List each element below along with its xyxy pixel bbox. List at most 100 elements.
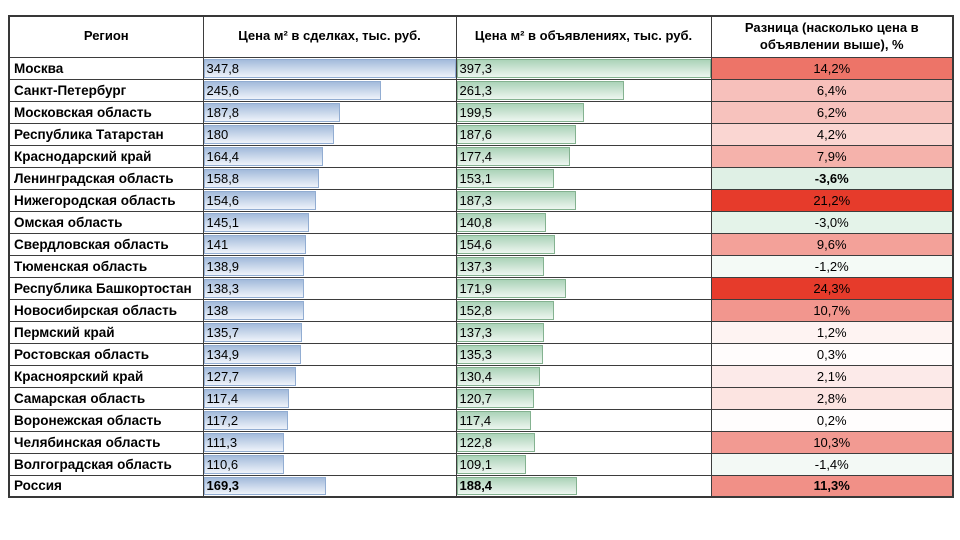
region-name: Свердловская область: [8, 232, 204, 256]
list-price-bar: [457, 256, 545, 276]
difference-value: 21,2%: [710, 188, 954, 212]
list-price-cell: 199,5: [455, 100, 712, 124]
deal-price-cell: 134,9: [202, 342, 457, 366]
list-price-bar: [457, 344, 544, 364]
table-row: Республика Башкортостан 138,3 171,9 24,3%: [8, 276, 954, 300]
table-row: Краснодарский край 164,4 177,4 7,9%: [8, 144, 954, 168]
region-name: Ленинградская область: [8, 166, 204, 190]
difference-value: 7,9%: [710, 144, 954, 168]
deal-price-cell: 138: [202, 298, 457, 322]
table-row: Россия 169,3 188,4 11,3%: [8, 474, 954, 498]
deal-price-bar: [204, 80, 382, 100]
table-row: Пермский край 135,7 137,3 1,2%: [8, 320, 954, 344]
deal-price-cell: 245,6: [202, 78, 457, 102]
list-price-cell: 188,4: [455, 474, 712, 498]
deal-price-value: 138,3: [206, 280, 240, 296]
table-body: Москва 347,8 397,3 14,2% Санкт-Петербург 245,…: [8, 56, 954, 498]
deal-price-cell: 117,4: [202, 386, 457, 410]
deal-price-cell: 154,6: [202, 188, 457, 212]
deal-price-cell: 138,3: [202, 276, 457, 300]
difference-value: 2,1%: [710, 364, 954, 388]
table-row: Московская область 187,8 199,5 6,2%: [8, 100, 954, 124]
list-price-cell: 187,3: [455, 188, 712, 212]
list-price-cell: 120,7: [455, 386, 712, 410]
list-price-value: 171,9: [459, 280, 493, 296]
difference-value: 2,8%: [710, 386, 954, 410]
list-price-bar: [457, 168, 555, 188]
region-name: Республика Татарстан: [8, 122, 204, 146]
list-price-value: 122,8: [459, 434, 493, 450]
table-row: Ростовская область 134,9 135,3 0,3%: [8, 342, 954, 366]
deal-price-value: 134,9: [206, 346, 240, 362]
deal-price-cell: 145,1: [202, 210, 457, 234]
region-name: Нижегородская область: [8, 188, 204, 212]
list-price-cell: 130,4: [455, 364, 712, 388]
list-price-value: 397,3: [459, 60, 493, 76]
deal-price-value: 158,8: [206, 170, 240, 186]
table-header: Регион Цена м² в сделках, тыс. руб. Цена…: [8, 15, 954, 58]
list-price-value: 137,3: [459, 258, 493, 274]
table-row: Москва 347,8 397,3 14,2%: [8, 56, 954, 80]
deal-price-bar: [204, 124, 335, 144]
difference-value: -1,2%: [710, 254, 954, 278]
deal-price-cell: 138,9: [202, 254, 457, 278]
difference-value: 11,3%: [710, 474, 954, 498]
deal-price-value: 127,7: [206, 368, 240, 384]
list-price-bar: [457, 234, 556, 254]
list-price-value: 199,5: [459, 104, 493, 120]
deal-price-bar: [204, 190, 316, 210]
deal-price-cell: 347,8: [202, 56, 457, 80]
table-row: Тюменская область 138,9 137,3 -1,2%: [8, 254, 954, 278]
list-price-cell: 153,1: [455, 166, 712, 190]
deal-price-bar: [204, 102, 340, 122]
deal-price-cell: 169,3: [202, 474, 457, 498]
difference-value: 6,4%: [710, 78, 954, 102]
deal-price-cell: 127,7: [202, 364, 457, 388]
region-name: Ростовская область: [8, 342, 204, 366]
header-row: Регион Цена м² в сделках, тыс. руб. Цена…: [8, 15, 954, 58]
list-price-bar: [457, 410, 532, 430]
list-price-bar: [457, 454, 527, 474]
difference-value: 4,2%: [710, 122, 954, 146]
list-price-value: 261,3: [459, 82, 493, 98]
region-name: Красноярский край: [8, 364, 204, 388]
list-price-value: 117,4: [459, 412, 492, 428]
deal-price-value: 164,4: [206, 148, 240, 164]
region-name: Волгоградская область: [8, 452, 204, 476]
table-row: Воронежская область 117,2 117,4 0,2%: [8, 408, 954, 432]
table-row: Нижегородская область 154,6 187,3 21,2%: [8, 188, 954, 212]
list-price-bar: [457, 80, 624, 100]
list-price-cell: 261,3: [455, 78, 712, 102]
table-row: Волгоградская область 110,6 109,1 -1,4%: [8, 452, 954, 476]
list-price-value: 140,8: [459, 214, 493, 230]
deal-price-bar: [204, 344, 302, 364]
list-price-cell: 117,4: [455, 408, 712, 432]
deal-price-bar: [204, 256, 305, 276]
list-price-bar: [457, 102, 584, 122]
difference-value: 0,3%: [710, 342, 954, 366]
deal-price-cell: 158,8: [202, 166, 457, 190]
deal-price-bar: [204, 212, 309, 232]
list-price-cell: 137,3: [455, 254, 712, 278]
list-price-bar: [457, 300, 555, 320]
deal-price-bar: [204, 322, 302, 342]
deal-price-value: 180: [206, 126, 229, 142]
region-name: Москва: [8, 56, 204, 80]
deal-price-value: 138,9: [206, 258, 240, 274]
table-row: Самарская область 117,4 120,7 2,8%: [8, 386, 954, 410]
region-name: Россия: [8, 474, 204, 498]
region-name: Московская область: [8, 100, 204, 124]
list-price-cell: 122,8: [455, 430, 712, 454]
difference-value: 1,2%: [710, 320, 954, 344]
region-price-table: Регион Цена м² в сделках, тыс. руб. Цена…: [8, 15, 954, 498]
header-region: Регион: [8, 15, 204, 58]
deal-price-value: 117,4: [206, 390, 239, 406]
deal-price-bar: [204, 58, 455, 78]
deal-price-value: 138: [206, 302, 229, 318]
deal-price-value: 145,1: [206, 214, 240, 230]
list-price-value: 153,1: [459, 170, 493, 186]
list-price-bar: [457, 124, 577, 144]
deal-price-value: 135,7: [206, 324, 240, 340]
list-price-cell: 152,8: [455, 298, 712, 322]
